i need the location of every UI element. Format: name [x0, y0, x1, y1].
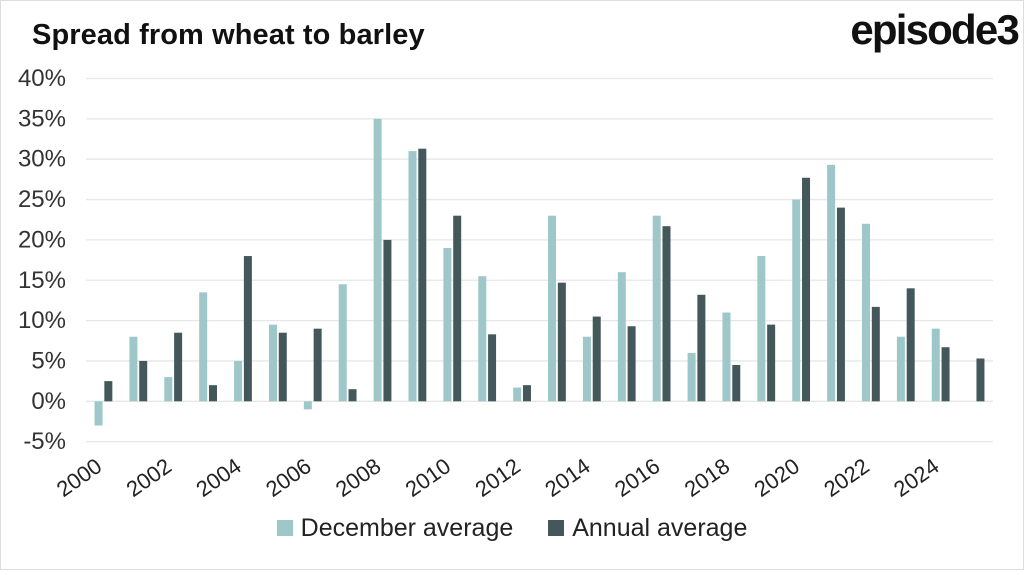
- svg-text:2008: 2008: [331, 453, 385, 502]
- svg-text:30%: 30%: [18, 146, 66, 173]
- svg-text:2002: 2002: [122, 453, 176, 502]
- svg-text:2004: 2004: [191, 453, 245, 502]
- svg-text:25%: 25%: [18, 186, 66, 213]
- svg-text:35%: 35%: [18, 105, 66, 132]
- svg-text:2016: 2016: [610, 453, 664, 502]
- svg-text:2000: 2000: [52, 453, 106, 502]
- svg-text:2022: 2022: [819, 453, 873, 502]
- svg-text:2024: 2024: [889, 453, 943, 502]
- svg-text:5%: 5%: [31, 347, 66, 374]
- svg-text:2018: 2018: [680, 453, 734, 502]
- svg-text:2010: 2010: [401, 453, 455, 502]
- svg-text:2020: 2020: [750, 453, 804, 502]
- svg-text:2012: 2012: [470, 453, 524, 502]
- svg-text:0%: 0%: [31, 388, 66, 415]
- svg-text:2006: 2006: [261, 453, 315, 502]
- svg-text:40%: 40%: [18, 65, 66, 92]
- svg-text:20%: 20%: [18, 226, 66, 253]
- svg-text:2014: 2014: [540, 453, 594, 502]
- svg-text:-5%: -5%: [23, 428, 66, 455]
- svg-text:15%: 15%: [18, 267, 66, 294]
- svg-text:10%: 10%: [18, 307, 66, 334]
